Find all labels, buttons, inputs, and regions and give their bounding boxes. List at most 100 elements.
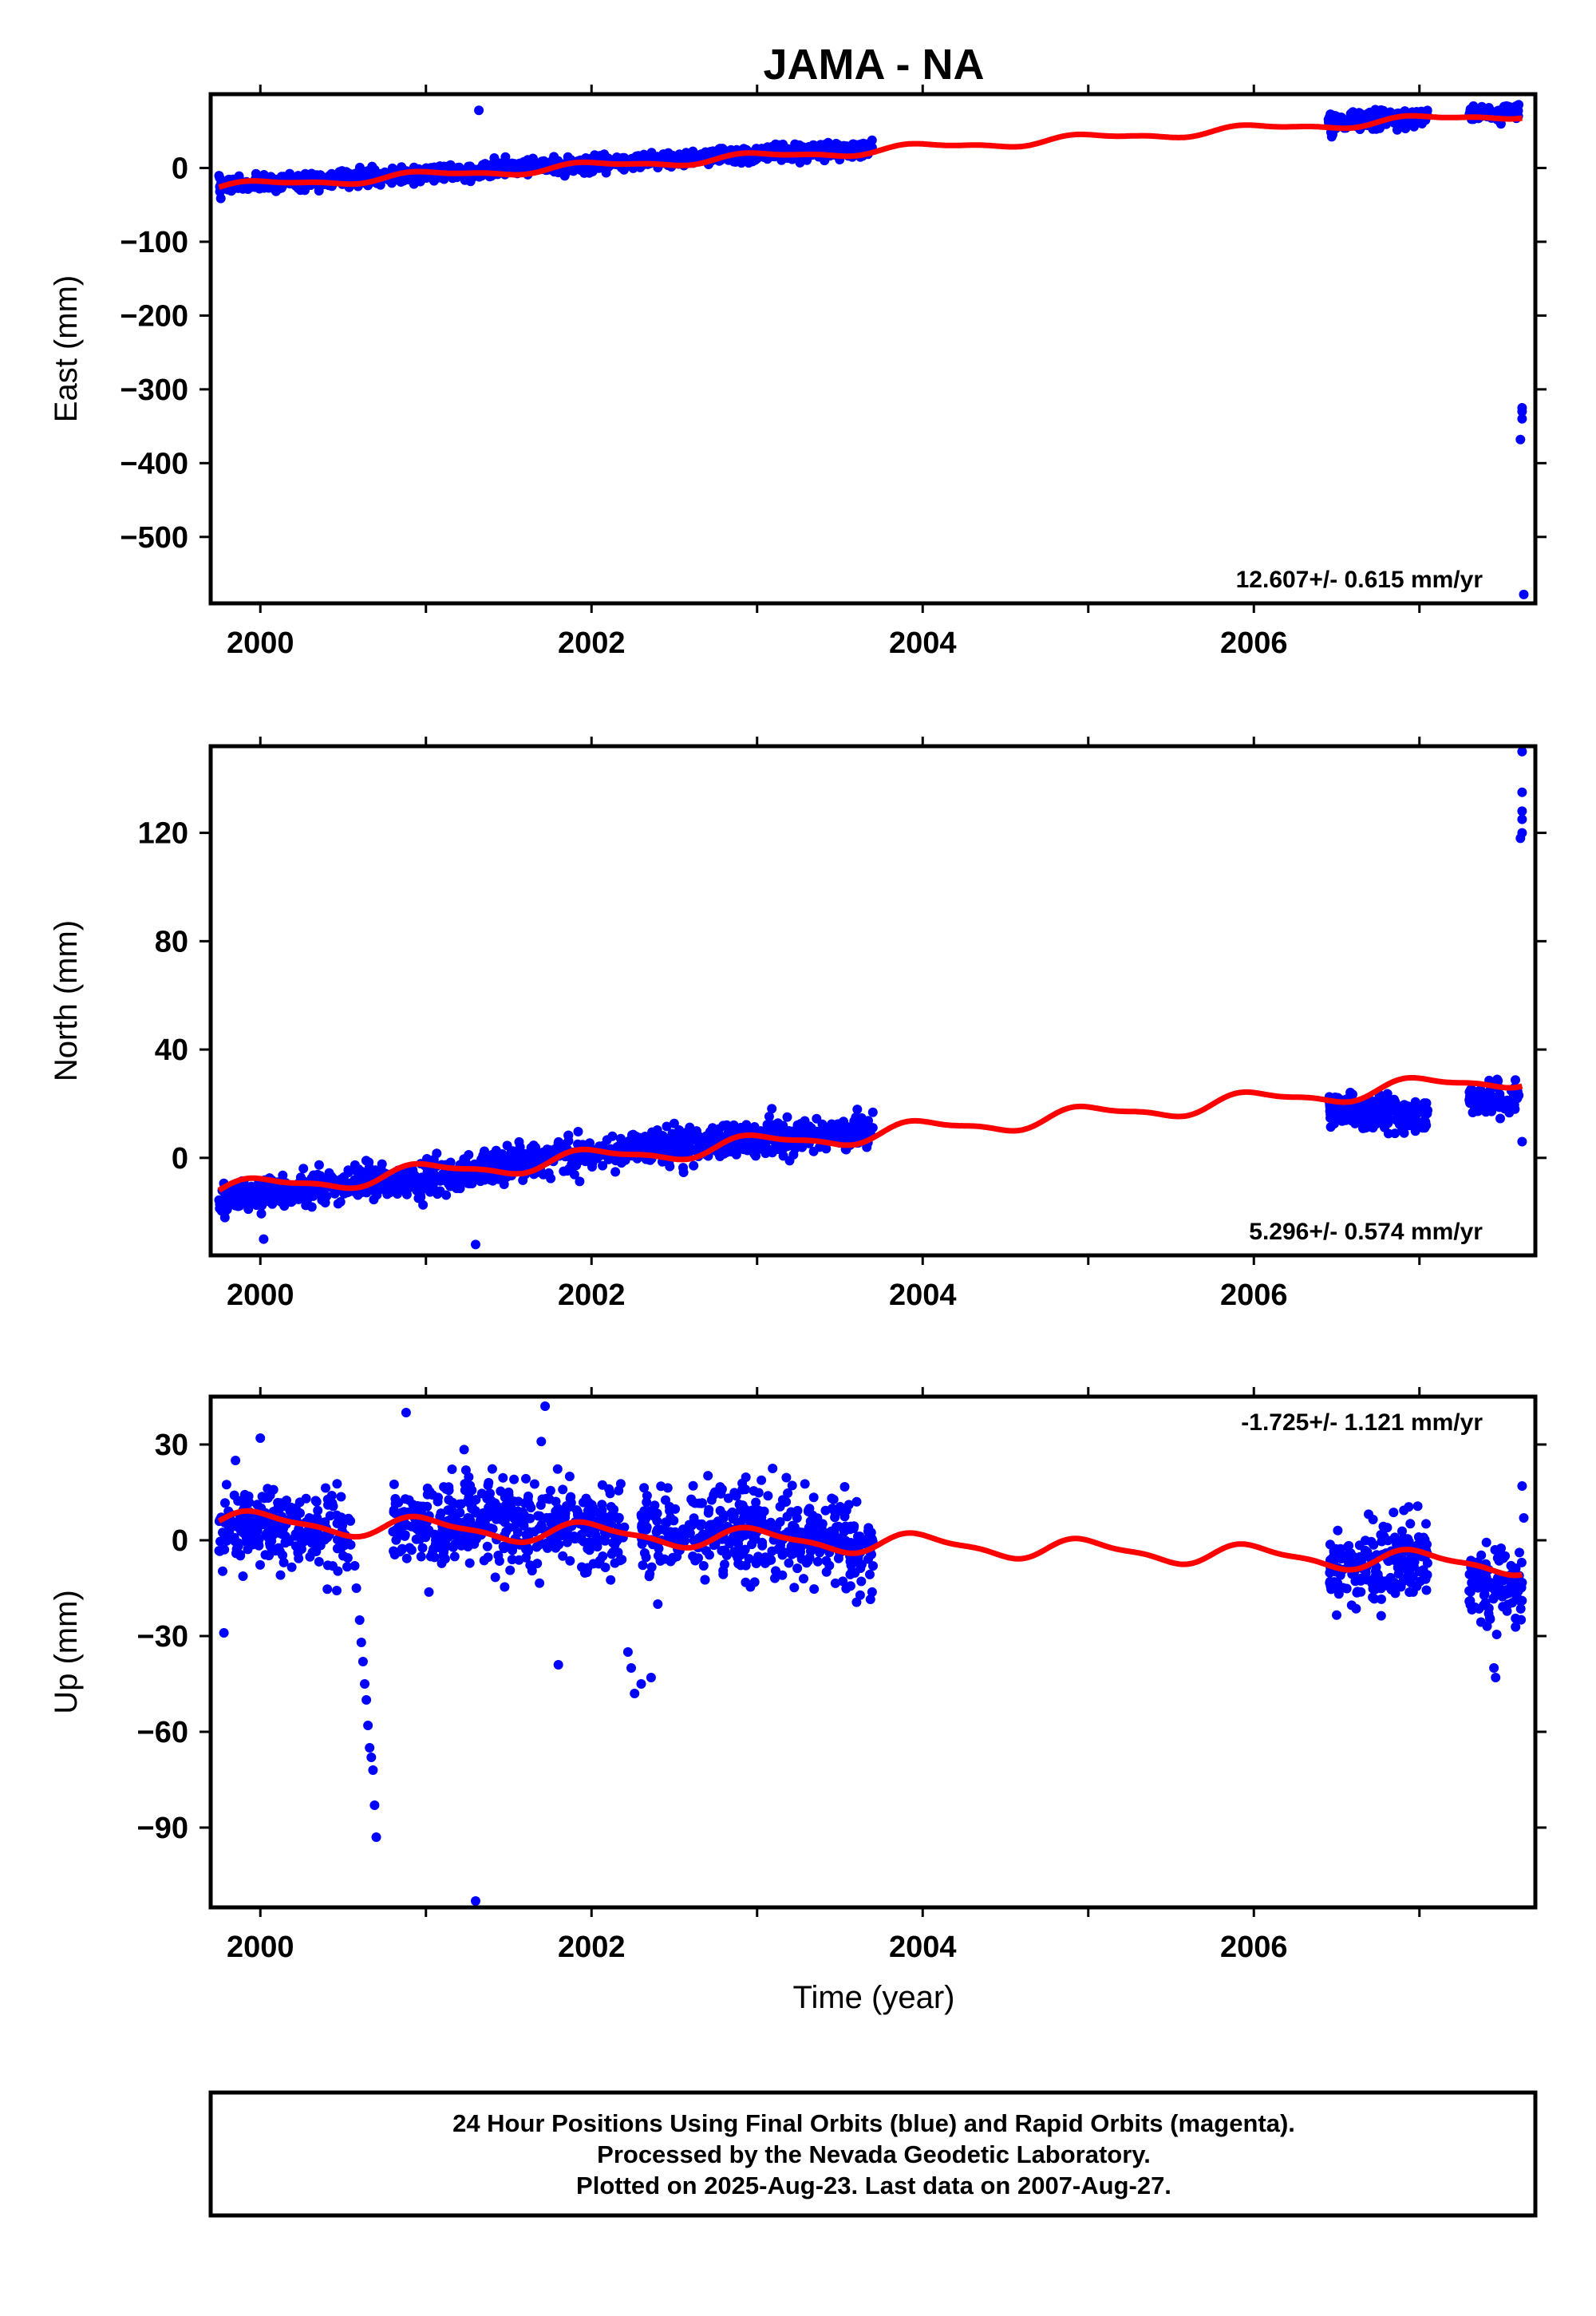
data-point [781, 1472, 792, 1483]
data-point [311, 1547, 322, 1556]
data-point [286, 1562, 297, 1572]
data-point [390, 1499, 401, 1509]
data-point [314, 1160, 324, 1170]
data-point [642, 1491, 652, 1501]
data-point [821, 1144, 832, 1154]
outlier-point [1517, 746, 1527, 757]
outlier-point [1517, 814, 1527, 824]
data-point [480, 1175, 490, 1185]
data-point [639, 1483, 650, 1493]
outlier-point [646, 1673, 656, 1682]
data-point [513, 1148, 523, 1159]
data-point [293, 1188, 303, 1198]
data-point [493, 1174, 504, 1184]
data-point [597, 1500, 607, 1510]
data-point [313, 1505, 323, 1516]
data-point [1332, 1610, 1341, 1620]
data-point [661, 1138, 671, 1148]
data-point [1418, 1532, 1428, 1543]
data-point [669, 1118, 679, 1128]
data-point [603, 1153, 614, 1164]
data-point [1391, 1556, 1401, 1567]
data-point [230, 1536, 240, 1547]
data-point [224, 1528, 235, 1538]
data-point [1366, 1536, 1377, 1547]
data-point [624, 1136, 634, 1146]
data-point [496, 1486, 506, 1496]
data-point [1503, 1588, 1514, 1599]
data-point [1390, 1097, 1400, 1107]
data-point [751, 1497, 761, 1508]
data-point [710, 1127, 721, 1136]
data-point [1487, 1094, 1497, 1105]
data-point [500, 1512, 511, 1523]
data-point [670, 1148, 680, 1158]
data-point [585, 165, 595, 176]
data-point [689, 1535, 699, 1546]
data-point [462, 1496, 472, 1507]
data-point [631, 1131, 641, 1141]
data-point [606, 1549, 617, 1559]
data-point [259, 1493, 270, 1504]
data-point [255, 1559, 265, 1570]
data-point [328, 1501, 338, 1512]
data-point [417, 1543, 428, 1553]
data-point [535, 1511, 545, 1521]
outlier-point [358, 1657, 368, 1666]
data-point [777, 1570, 788, 1580]
y-tick-label: 80 [155, 925, 188, 958]
data-point [437, 1558, 447, 1568]
data-point [772, 1124, 782, 1135]
data-point [332, 1586, 342, 1595]
data-point [394, 1547, 405, 1557]
data-point [755, 1511, 764, 1521]
data-point [605, 1488, 615, 1499]
plot-frame [208, 1394, 1538, 1910]
data-point [1399, 1128, 1409, 1138]
data-point [297, 1535, 307, 1545]
outlier-point [350, 1561, 360, 1571]
outlier-point [231, 1456, 241, 1465]
outlier-point [1515, 434, 1526, 445]
data-point [782, 1512, 792, 1522]
model-curve [217, 1075, 1523, 1193]
outlier-point [1517, 787, 1527, 797]
data-point [674, 149, 685, 160]
data-point [789, 1583, 800, 1593]
data-point [1479, 1600, 1489, 1611]
data-point [498, 1472, 508, 1483]
data-point [823, 1128, 833, 1139]
data-point [554, 1514, 564, 1524]
y-tick-label: 0 [172, 1524, 188, 1558]
data-points [214, 100, 1529, 599]
data-point [295, 1508, 305, 1518]
data-point [391, 1535, 401, 1545]
data-point [483, 1480, 493, 1491]
data-point [1421, 1105, 1431, 1116]
data-point [799, 1574, 808, 1584]
data-point [469, 1539, 480, 1549]
data-point [688, 1551, 698, 1561]
data-point [500, 152, 511, 162]
data-point [1393, 120, 1403, 129]
data-point [339, 1172, 349, 1182]
data-point [279, 1557, 289, 1567]
data-point [579, 1567, 590, 1578]
outlier-point [636, 1679, 646, 1689]
data-point [587, 1162, 597, 1172]
data-point [513, 1496, 523, 1507]
outlier-point [626, 1663, 636, 1673]
data-point [1402, 1108, 1412, 1118]
data-point [421, 1532, 431, 1543]
y-tick-label: −30 [137, 1620, 188, 1654]
data-point [447, 1505, 457, 1515]
outlier-point [366, 1753, 377, 1762]
y-tick-label: 0 [172, 1142, 188, 1176]
data-point [734, 1500, 745, 1510]
data-point [741, 1472, 751, 1482]
data-point [1422, 1558, 1432, 1568]
outlier-point [371, 1832, 381, 1842]
data-point [1398, 1576, 1408, 1587]
data-point [1405, 1519, 1416, 1529]
data-point [235, 1551, 246, 1561]
